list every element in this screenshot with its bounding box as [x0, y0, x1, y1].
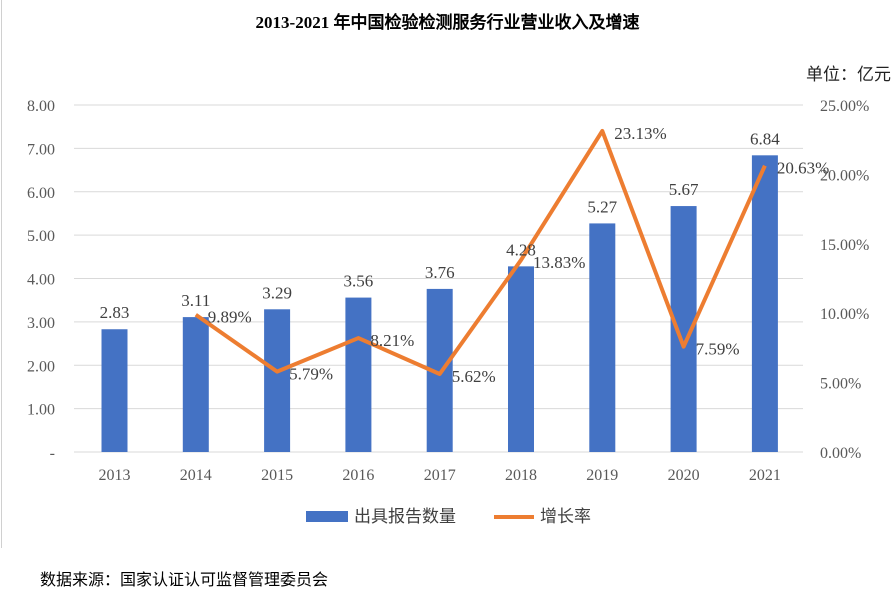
y2-tick-label: 0.00% [820, 445, 861, 462]
line-data-label: 7.59% [696, 340, 740, 359]
line-data-label: 8.21% [370, 331, 414, 350]
y2-tick-label: 10.00% [820, 306, 869, 323]
bar [345, 297, 372, 452]
y-tick-label: 5.00 [27, 228, 55, 245]
x-tick-label: 2021 [749, 467, 781, 484]
bar-data-label: 3.11 [181, 291, 210, 310]
y-tick-label: - [50, 445, 55, 462]
bar [182, 317, 209, 452]
x-tick-label: 2014 [180, 467, 212, 484]
chart: - 1.00 2.00 3.00 4.00 5.00 6.00 7.00 8.00 0.00% 5.… [27, 98, 869, 526]
bar-data-label: 5.67 [669, 180, 699, 199]
bar [101, 329, 128, 452]
y2-tick-label: 20.00% [820, 167, 869, 184]
y-tick-label: 7.00 [27, 141, 55, 158]
line-data-label: 9.89% [208, 308, 252, 327]
line-data-label: 23.13% [614, 124, 666, 143]
y-tick-label: 2.00 [27, 358, 55, 375]
bar-data-label: 4.28 [506, 240, 536, 259]
line-data-label: 20.63% [777, 159, 829, 178]
y-tick-label: 3.00 [27, 315, 55, 332]
bar-data-label: 3.76 [425, 263, 455, 282]
x-tick-label: 2020 [668, 467, 700, 484]
x-tick-label: 2019 [586, 467, 618, 484]
y-tick-label: 4.00 [27, 272, 55, 289]
chart-border [1, 0, 2, 548]
bar [589, 223, 616, 452]
bar-data-label: 3.56 [344, 272, 374, 291]
y-tick-label: 6.00 [27, 185, 55, 202]
x-tick-label: 2018 [505, 467, 537, 484]
bar-data-label: 5.27 [587, 197, 617, 216]
bar-data-label: 3.29 [262, 283, 292, 302]
x-tick-label: 2015 [261, 467, 293, 484]
line-data-label: 5.62% [452, 367, 496, 386]
bar [751, 155, 778, 452]
bar [508, 266, 534, 452]
x-tick-label: 2016 [342, 467, 374, 484]
line-data-label: 13.83% [533, 253, 585, 272]
y2-tick-label: 15.00% [820, 237, 869, 254]
y2-tick-label: 25.00% [820, 98, 869, 115]
bar-data-label: 2.83 [100, 303, 130, 322]
source-note: 数据来源：国家认证认可监督管理委员会 [40, 572, 329, 589]
chart-title: 2013-2021 年中国检验检测服务行业营业收入及增速 [255, 13, 640, 32]
line-data-label: 5.79% [289, 365, 333, 384]
y-tick-label: 1.00 [27, 402, 55, 419]
unit-label: 单位：亿元 [806, 65, 891, 84]
bar [264, 309, 291, 452]
x-tick-label: 2013 [99, 467, 131, 484]
legend-bar-label: 出具报告数量 [354, 507, 456, 526]
y-tick-label: 8.00 [27, 98, 55, 115]
legend-line-label: 增长率 [540, 507, 591, 526]
bar-data-label: 6.84 [750, 129, 780, 148]
x-tick-label: 2017 [424, 467, 456, 484]
growth-line [194, 128, 767, 376]
y2-tick-label: 5.00% [820, 376, 861, 393]
legend-bar-swatch [306, 511, 348, 522]
